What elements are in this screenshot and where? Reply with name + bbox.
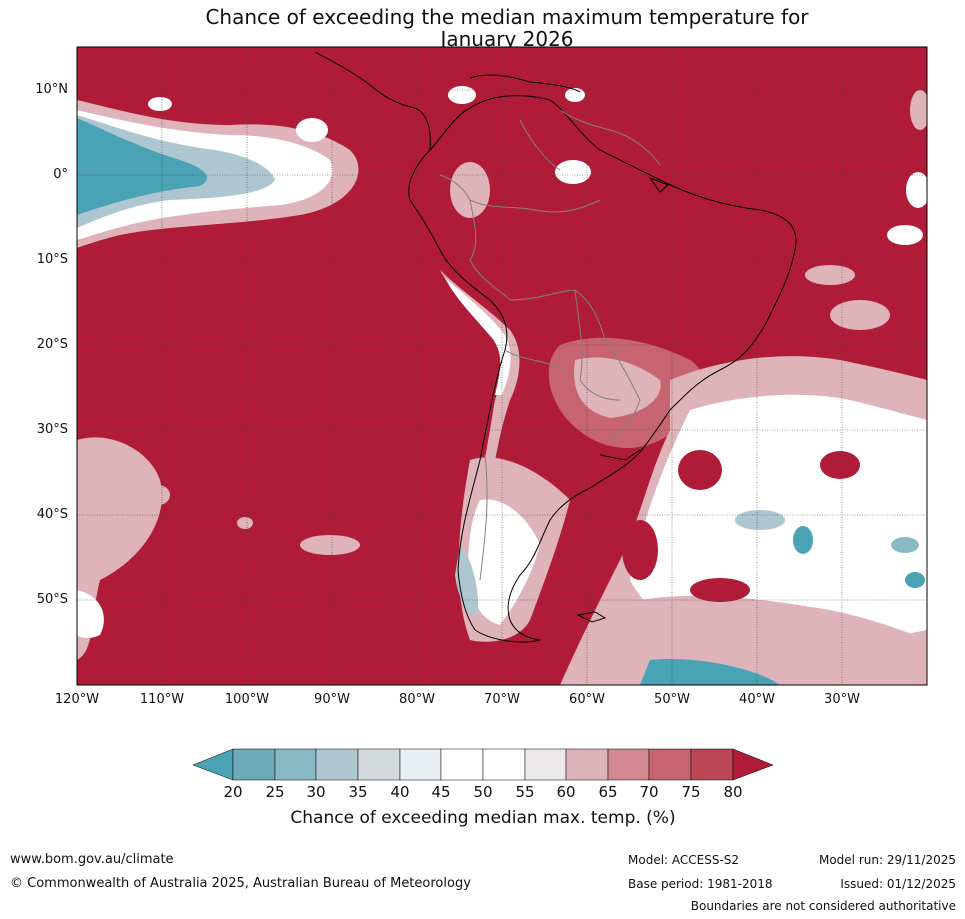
colorbar-swatch xyxy=(315,748,359,781)
model-run-text: Model run: 29/11/2025 xyxy=(818,853,956,867)
lat-label-50s: 50°S xyxy=(36,592,68,607)
issued-text: Issued: 01/12/2025 xyxy=(840,877,956,891)
lat-label-10s: 10°S xyxy=(36,252,68,267)
colorbar-swatch xyxy=(232,748,276,781)
lat-label-40s: 40°S xyxy=(36,507,68,522)
lon-label-40w: 40°W xyxy=(739,692,775,707)
colorbar-tick-35: 35 xyxy=(348,783,368,801)
lat-label-30s: 30°S xyxy=(36,422,68,437)
colorbar-high-arrow xyxy=(732,748,774,781)
colorbar-swatch xyxy=(274,748,317,781)
lat-label-0: 0° xyxy=(53,167,68,182)
colorbar-tick-50: 50 xyxy=(473,783,493,801)
colorbar-swatch xyxy=(524,748,567,781)
southeast-pacific-anomaly xyxy=(77,437,360,660)
colorbar-tick-30: 30 xyxy=(306,783,326,801)
colorbar-swatch xyxy=(440,748,484,781)
colorbar-swatch xyxy=(357,748,401,781)
tropical-anomaly xyxy=(448,86,927,330)
model-text: Model: ACCESS-S2 xyxy=(628,853,740,867)
disclaimer-text: Boundaries are not considered authoritat… xyxy=(690,899,956,913)
pacific-cool-anomaly xyxy=(77,97,359,248)
colorbar-tick-25: 25 xyxy=(265,783,285,801)
map-area xyxy=(77,47,927,685)
graticule xyxy=(77,47,927,685)
lon-label-110w: 110°W xyxy=(139,692,185,707)
colorbar-low-arrow xyxy=(192,748,234,781)
lon-label-30w: 30°W xyxy=(824,692,860,707)
colorbar-tick-20: 20 xyxy=(223,783,243,801)
andes-anomaly xyxy=(440,270,520,495)
colorbar xyxy=(192,748,774,781)
colorbar-swatch xyxy=(690,748,734,781)
lon-label-60w: 60°W xyxy=(569,692,605,707)
colorbar-swatch xyxy=(607,748,650,781)
colorbar-tick-75: 75 xyxy=(681,783,701,801)
map-frame xyxy=(76,46,928,686)
lon-label-120w: 120°W xyxy=(54,692,100,707)
website-link[interactable]: www.bom.gov.au/climate xyxy=(10,852,174,867)
falklands-coastline xyxy=(576,611,607,623)
map-title-line2: January 2026 xyxy=(440,27,574,51)
map-title-line1: Chance of exceeding the median maximum t… xyxy=(205,5,809,29)
colorbar-swatch xyxy=(482,748,526,781)
colorbar-tick-40: 40 xyxy=(390,783,410,801)
lat-label-10n: 10°N xyxy=(35,82,68,97)
colorbar-swatch xyxy=(648,748,692,781)
atlantic-neutral-anomaly xyxy=(560,356,927,685)
colorbar-tick-65: 65 xyxy=(598,783,618,801)
base-period-text: Base period: 1981-2018 xyxy=(628,877,773,891)
colorbar-tick-70: 70 xyxy=(639,783,659,801)
copyright-text: © Commonwealth of Australia 2025, Austra… xyxy=(10,876,471,891)
country-borders xyxy=(439,109,661,581)
central-america-coastline xyxy=(314,51,431,151)
lon-label-50w: 50°W xyxy=(654,692,690,707)
lon-label-70w: 70°W xyxy=(484,692,520,707)
amazon-mouth-coastline xyxy=(648,176,669,193)
lat-label-20s: 20°S xyxy=(36,337,68,352)
colorbar-tick-55: 55 xyxy=(515,783,535,801)
colorbar-tick-45: 45 xyxy=(431,783,451,801)
colorbar-swatch xyxy=(565,748,609,781)
colorbar-tick-80: 80 xyxy=(723,783,743,801)
caribbean-coastline xyxy=(469,74,581,93)
colorbar-tick-60: 60 xyxy=(556,783,576,801)
la-plata-coastline xyxy=(599,449,641,461)
lon-label-90w: 90°W xyxy=(314,692,350,707)
lon-label-100w: 100°W xyxy=(224,692,270,707)
lon-label-80w: 80°W xyxy=(399,692,435,707)
colorbar-label: Chance of exceeding median max. temp. (%… xyxy=(290,808,676,828)
colorbar-swatch xyxy=(399,748,442,781)
